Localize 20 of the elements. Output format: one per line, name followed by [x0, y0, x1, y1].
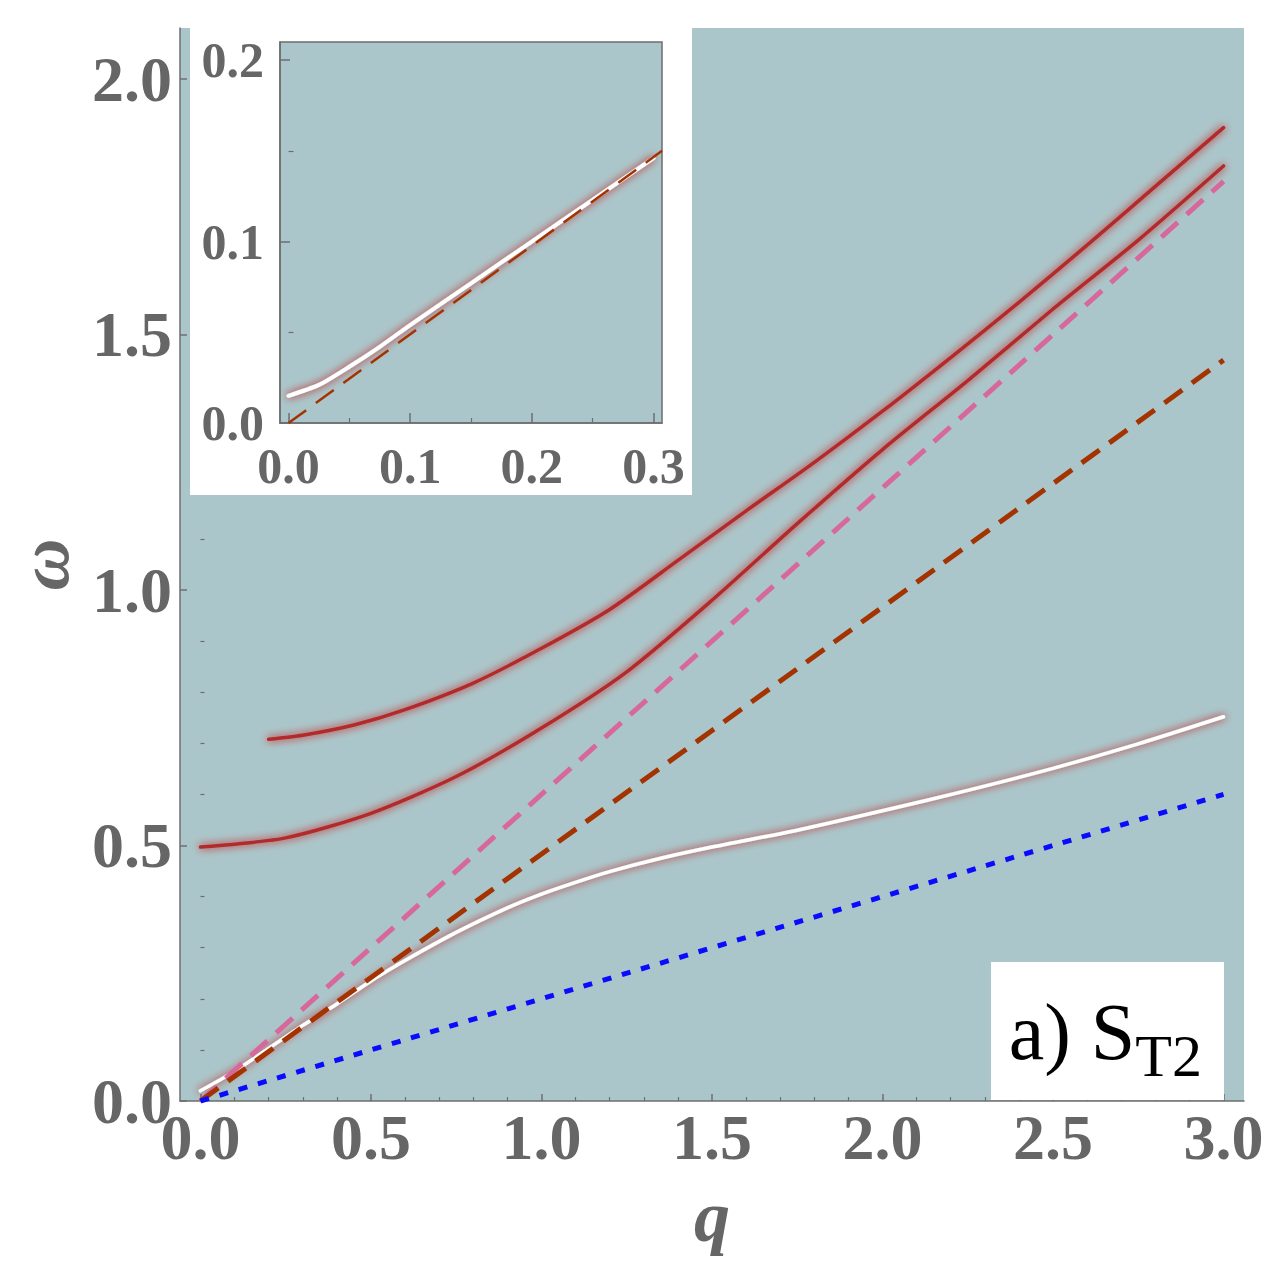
x-tick-label: 1.5	[672, 1101, 752, 1173]
x-tick-label: 0.1	[378, 438, 442, 494]
y-tick-label: 1.5	[92, 299, 172, 371]
x-tick-label: 0.2	[500, 438, 564, 494]
y-tick-label: 1.0	[92, 554, 172, 626]
x-tick-label: 2.5	[1013, 1101, 1094, 1173]
line-series	[198, 715, 1226, 1093]
y-tick-label: 0.2	[201, 32, 264, 89]
x-tick-label: 0.3	[622, 438, 685, 494]
y-axis-title: ω	[4, 538, 84, 591]
x-tick-label: 3.0	[1183, 1101, 1264, 1173]
annotation: a) S$_{T2}$	[990, 962, 1224, 1100]
y-tick-label: 0.1	[201, 213, 264, 270]
x-tick-label: 0.5	[330, 1101, 411, 1173]
y-tick-label: 2.0	[92, 43, 172, 115]
x-tick-label: 1.0	[501, 1101, 582, 1173]
x-tick-label: 2.0	[842, 1101, 923, 1173]
line-series	[198, 164, 1226, 849]
x-axis-title: q	[694, 1177, 730, 1257]
y-tick-label: 0.5	[92, 810, 172, 882]
